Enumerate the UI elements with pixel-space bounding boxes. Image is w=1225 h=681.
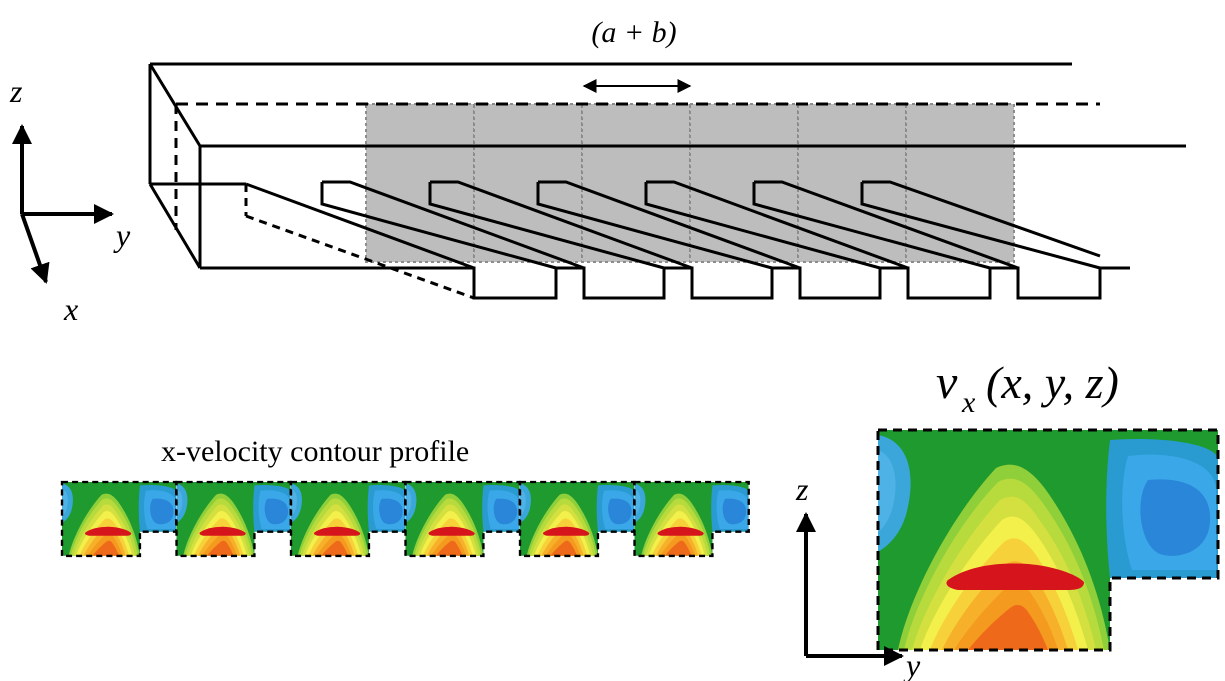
zoom-label-args: (x, y, z) xyxy=(986,357,1119,408)
contour-strip-title: x-velocity contour profile xyxy=(161,435,469,468)
contour-strip xyxy=(60,480,750,558)
zoom-label-sub: x xyxy=(961,386,976,419)
zoom-cell xyxy=(876,428,1220,652)
svg-text:v: v xyxy=(936,356,958,409)
axis-2d-y-label: y xyxy=(903,647,921,681)
axis-2d-z-label: z xyxy=(795,471,809,507)
axes-3d: z y x xyxy=(9,73,131,327)
contour-cell xyxy=(518,480,636,558)
contour-cell xyxy=(633,480,750,558)
axes-2d: z y xyxy=(795,471,921,681)
axis-x-label: x xyxy=(63,291,78,327)
zoom-label: v x (x, y, z) xyxy=(936,356,1119,419)
axis-z-label: z xyxy=(9,73,23,109)
axis-y-label: y xyxy=(113,217,131,253)
ridges xyxy=(320,180,1101,270)
channel-3d-sketch xyxy=(148,62,1186,300)
contour-cell xyxy=(404,480,521,558)
zoom-label-v: v xyxy=(936,356,958,409)
contour-cell xyxy=(60,480,178,558)
period-label: (a + b) xyxy=(591,16,676,49)
contour-cell xyxy=(175,480,292,558)
contour-cell xyxy=(289,480,407,558)
